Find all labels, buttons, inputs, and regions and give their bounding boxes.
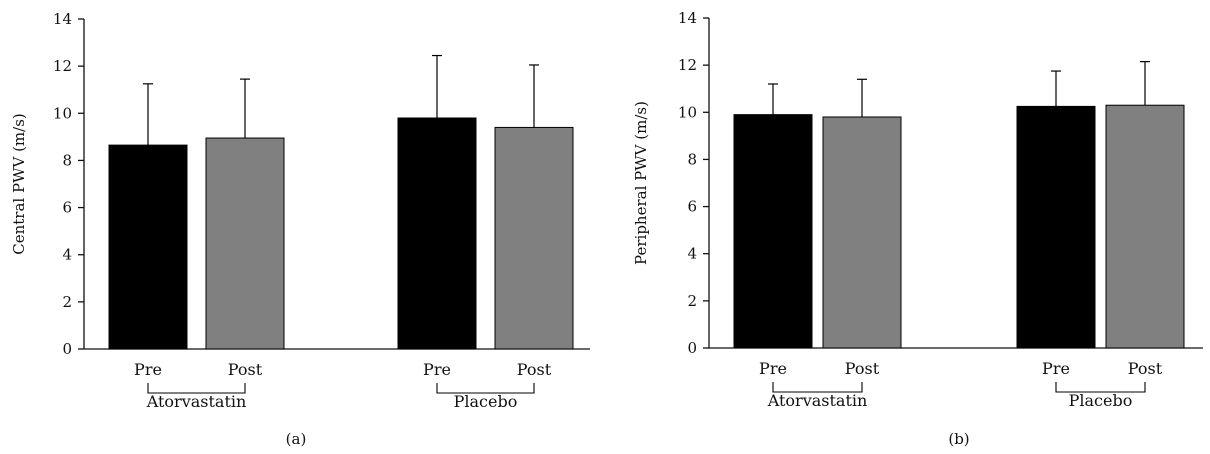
chart-panel-b: 0 2 4 6 8 10 12 14 Peripheral PWV (m/s) Pre Post At… xyxy=(632,9,1203,448)
y-tick-label: 0 xyxy=(62,340,72,358)
y-tick-label: 6 xyxy=(687,198,697,216)
bar-placebo-post xyxy=(1105,104,1185,349)
bar-atorvastatin-post xyxy=(822,116,902,349)
bar-atorvastatin-pre xyxy=(733,114,813,349)
group-label-atorvastatin: Atorvastatin xyxy=(146,392,247,411)
y-tick-label: 14 xyxy=(53,10,72,28)
y-tick-label: 8 xyxy=(62,151,72,169)
y-tick-label: 2 xyxy=(687,292,697,310)
bar-atorvastatin-post xyxy=(205,137,285,350)
y-tick-label: 6 xyxy=(62,199,72,217)
y-axis-label: Central PWV (m/s) xyxy=(10,113,28,255)
category-label-pre: Pre xyxy=(759,359,787,378)
panel-label: (a) xyxy=(286,430,307,448)
group-bracket-placebo xyxy=(1055,382,1146,393)
category-label-post: Post xyxy=(228,360,263,379)
bar-placebo-pre xyxy=(1016,105,1096,349)
category-label-pre: Pre xyxy=(134,360,162,379)
group-bracket-atorvastatin xyxy=(147,383,246,394)
category-label-pre: Pre xyxy=(1042,359,1070,378)
bar-placebo-pre xyxy=(397,117,477,350)
y-tick-label: 2 xyxy=(62,293,72,311)
y-tick-label: 10 xyxy=(678,103,697,121)
y-tick-label: 14 xyxy=(678,9,697,27)
group-label-placebo: Placebo xyxy=(1069,391,1133,410)
y-tick-label: 10 xyxy=(53,104,72,122)
y-tick-label: 4 xyxy=(62,246,72,264)
category-label-post: Post xyxy=(517,360,552,379)
y-tick-label: 12 xyxy=(678,56,697,74)
group-bracket-atorvastatin xyxy=(772,382,863,393)
group-label-placebo: Placebo xyxy=(454,392,518,411)
category-label-pre: Pre xyxy=(423,360,451,379)
y-tick-label: 4 xyxy=(687,245,697,263)
panel-label: (b) xyxy=(948,430,969,448)
group-bracket-placebo xyxy=(436,383,535,394)
category-label-post: Post xyxy=(845,359,880,378)
category-label-post: Post xyxy=(1128,359,1163,378)
bar-placebo-post xyxy=(494,126,574,350)
y-tick-label: 12 xyxy=(53,57,72,75)
bar-atorvastatin-pre xyxy=(108,144,188,350)
y-tick-label: 8 xyxy=(687,150,697,168)
chart-panel-a: 0 2 4 6 8 10 12 14 Central PWV (m/s) Pre Post Atorv… xyxy=(10,10,590,448)
group-label-atorvastatin: Atorvastatin xyxy=(767,391,868,410)
y-axis-label: Peripheral PWV (m/s) xyxy=(632,101,650,265)
y-tick-label: 0 xyxy=(687,339,697,357)
